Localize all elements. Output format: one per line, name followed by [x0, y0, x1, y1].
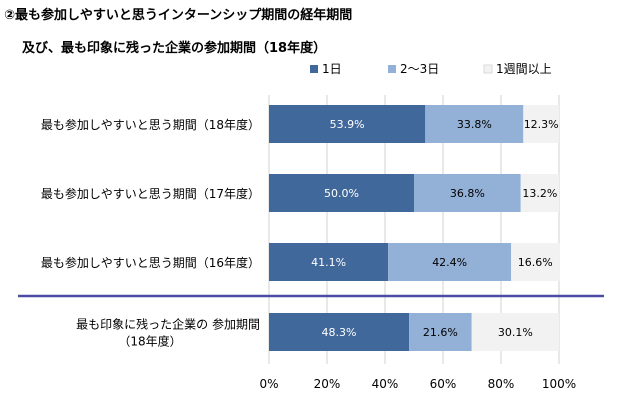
bar-segment [523, 105, 559, 143]
x-tick-label: 0% [259, 377, 278, 391]
bar-segment [388, 243, 512, 281]
legend-label: 1日 [322, 62, 342, 76]
x-tick-label: 100% [542, 377, 576, 391]
data-label: 13.2% [522, 187, 557, 200]
bar-segment [269, 174, 414, 212]
category-label: 最も参加しやすいと思う期間（17年度） [41, 186, 260, 201]
data-label: 16.6% [518, 256, 553, 269]
x-tick-label: 80% [488, 377, 515, 391]
bar-segment [269, 243, 389, 281]
bars: 53.9% 33.8% 12.3% 50.0% 36.8% 13.2% 41.1% 42.4%… [269, 105, 560, 351]
data-label: 48.3% [322, 326, 357, 339]
legend: 1日 2～3日 1週間以上 [310, 62, 552, 76]
chart-subtitle: 及び、最も印象に残った企業の参加期間（18年度） [22, 41, 327, 56]
data-label: 36.8% [450, 187, 485, 200]
legend-swatch [483, 64, 493, 74]
category-labels: 最も参加しやすいと思う期間（18年度） 最も参加しやすいと思う期間（17年度） 最も… [41, 117, 260, 349]
data-label: 53.9% [330, 118, 365, 131]
x-axis-ticks: 0% 20% 40% 60% 80% 100% [259, 377, 576, 391]
legend-label: 1週間以上 [496, 62, 552, 76]
data-label: 21.6% [423, 326, 458, 339]
legend-label: 2～3日 [400, 62, 439, 76]
category-label: 最も参加しやすいと思う期間（16年度） [41, 255, 260, 270]
data-label: 41.1% [311, 256, 346, 269]
bar-segment [520, 174, 559, 212]
category-label: 最も参加しやすいと思う期間（18年度） [41, 117, 260, 132]
data-label: 30.1% [498, 326, 533, 339]
bar-segment [471, 313, 559, 351]
x-tick-label: 60% [430, 377, 457, 391]
legend-swatch [310, 65, 318, 73]
data-label: 12.3% [524, 118, 559, 131]
bar-segment [409, 313, 472, 351]
legend-swatch [388, 65, 396, 73]
bar-segment [269, 105, 426, 143]
bar-segment [511, 243, 560, 281]
bar-segment [269, 313, 410, 351]
x-tick-label: 40% [372, 377, 399, 391]
category-label: （18年度） [118, 334, 181, 349]
chart-title: ②最も参加しやすいと思うインターンシップ期間の経年期間 [4, 8, 353, 23]
data-label: 42.4% [432, 256, 467, 269]
x-tick-label: 20% [314, 377, 341, 391]
bar-segment [414, 174, 521, 212]
category-label: 最も印象に残った企業の 参加期間 [76, 317, 260, 332]
data-label: 50.0% [324, 187, 359, 200]
data-label: 33.8% [457, 118, 492, 131]
bar-segment [425, 105, 524, 143]
